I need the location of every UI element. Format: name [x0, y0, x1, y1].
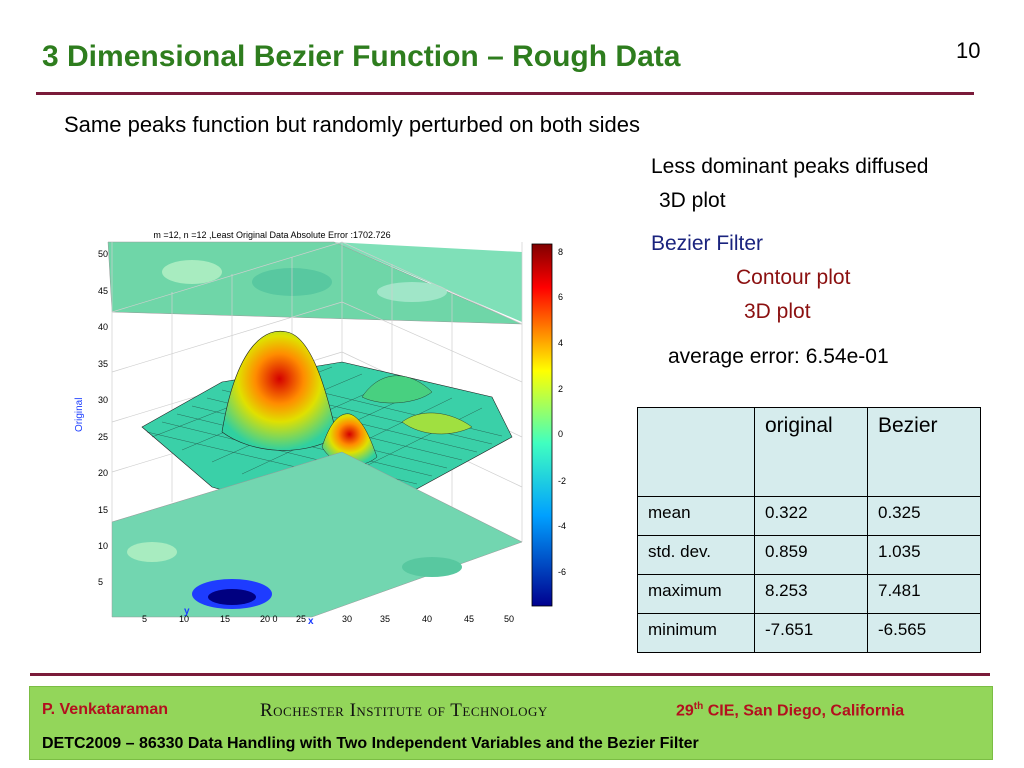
- table-header-empty: [637, 407, 755, 497]
- cell-bezier: 1.035: [867, 535, 981, 575]
- footer-banner: [29, 686, 993, 760]
- x-tick: 40: [422, 614, 432, 624]
- top-divider: [36, 92, 974, 95]
- bottom-divider: [30, 673, 990, 676]
- y-tick: 30: [98, 395, 108, 405]
- y-tick: 35: [98, 359, 108, 369]
- y-tick: 40: [98, 322, 108, 332]
- slide-title: 3 Dimensional Bezier Function – Rough Da…: [42, 40, 681, 73]
- x-tick: 50: [504, 614, 514, 624]
- x-axis-letter: x: [308, 616, 314, 627]
- plot-caption: m =12, n =12 ,Least Original Data Absolu…: [153, 230, 390, 240]
- y-tick: 45: [98, 286, 108, 296]
- x-tick: 35: [380, 614, 390, 624]
- cell-original: 0.859: [754, 535, 868, 575]
- colorbar-tick: 2: [558, 384, 563, 394]
- cell-bezier: -6.565: [867, 613, 981, 653]
- conference-number: 29: [676, 702, 694, 720]
- footer-paper-title: DETC2009 – 86330 Data Handling with Two …: [42, 735, 699, 752]
- x-tick: 45: [464, 614, 474, 624]
- footer-conference: 29th CIE, San Diego, California: [676, 701, 904, 720]
- x-tick: 20 0: [260, 614, 278, 624]
- colorbar-tick: 6: [558, 292, 563, 302]
- colorbar-tick: -2: [558, 476, 566, 486]
- table-row: std. dev. 0.859 1.035: [637, 535, 981, 575]
- row-label: maximum: [637, 574, 755, 614]
- colorbar: [531, 243, 553, 607]
- conference-ordinal: th: [693, 701, 704, 712]
- y-tick: 15: [98, 505, 108, 515]
- footer-institution: Rochester Institute of Technology: [260, 700, 548, 721]
- surface-plot: m =12, n =12 ,Least Original Data Absolu…: [74, 230, 566, 627]
- table-header-row: original Bezier: [637, 407, 981, 497]
- x-tick: 10: [179, 614, 189, 624]
- surface-plot-figure: m =12, n =12 ,Least Original Data Absolu…: [72, 222, 572, 632]
- y-tick: 20: [98, 468, 108, 478]
- note-average-error: average error: 6.54e-01: [668, 345, 889, 368]
- stats-table: original Bezier mean 0.322 0.325 std. de…: [637, 407, 981, 653]
- footer-author: P. Venkataraman: [42, 701, 169, 718]
- table-row: minimum -7.651 -6.565: [637, 613, 981, 653]
- colorbar-tick: -6: [558, 567, 566, 577]
- colorbar-tick: 0: [558, 429, 563, 439]
- y-tick: 50: [98, 249, 108, 259]
- table-header-bezier: Bezier: [867, 407, 981, 497]
- row-label: minimum: [637, 613, 755, 653]
- conference-location: CIE, San Diego, California: [703, 702, 905, 720]
- cell-original: -7.651: [754, 613, 868, 653]
- note-bezier-filter: Bezier Filter: [651, 232, 764, 255]
- x-tick: 5: [142, 614, 147, 624]
- table-header-original: original: [754, 407, 868, 497]
- table-row: maximum 8.253 7.481: [637, 574, 981, 614]
- note-3d-plot-2: 3D plot: [744, 300, 811, 323]
- row-label: std. dev.: [637, 535, 755, 575]
- slide-subtitle: Same peaks function but randomly perturb…: [64, 112, 641, 137]
- cell-original: 8.253: [754, 574, 868, 614]
- row-label: mean: [637, 496, 755, 536]
- note-3d-plot-1: 3D plot: [659, 189, 726, 212]
- note-less-dominant: Less dominant peaks diffused: [651, 155, 929, 178]
- y-axis-letter: y: [184, 606, 190, 617]
- cell-bezier: 7.481: [867, 574, 981, 614]
- cell-original: 0.322: [754, 496, 868, 536]
- page-number: 10: [956, 38, 981, 63]
- cell-bezier: 0.325: [867, 496, 981, 536]
- y-tick: 10: [98, 541, 108, 551]
- table-row: mean 0.322 0.325: [637, 496, 981, 536]
- y-tick: 5: [98, 577, 103, 587]
- colorbar-tick: 8: [558, 247, 563, 257]
- y-tick: 25: [98, 432, 108, 442]
- x-tick: 25: [296, 614, 306, 624]
- colorbar-tick: -4: [558, 521, 566, 531]
- x-tick: 15: [220, 614, 230, 624]
- z-axis-label: Original: [74, 398, 85, 432]
- colorbar-tick: 4: [558, 338, 563, 348]
- note-contour-plot: Contour plot: [736, 266, 851, 289]
- x-tick: 30: [342, 614, 352, 624]
